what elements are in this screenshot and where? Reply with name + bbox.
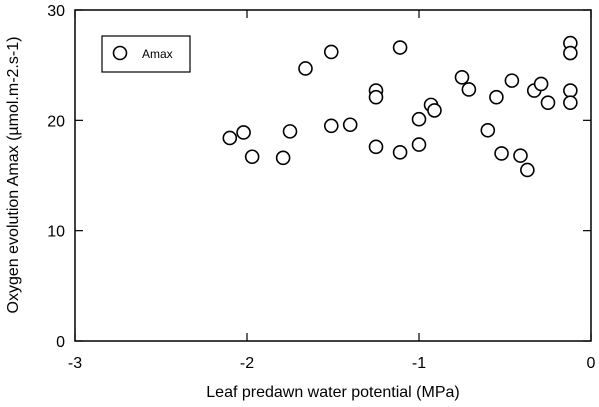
data-point bbox=[275, 150, 291, 166]
data-point bbox=[563, 95, 578, 110]
data-point bbox=[513, 148, 528, 163]
x-tick-label: -2 bbox=[240, 355, 254, 372]
data-point bbox=[563, 83, 578, 98]
data-point bbox=[411, 111, 427, 127]
x-axis-label: Leaf predawn water potential (MPa) bbox=[206, 384, 459, 401]
x-tick-label: -3 bbox=[68, 355, 82, 372]
data-point bbox=[298, 61, 313, 76]
y-axis-label: Oxygen evolution Amax (µmol.m-2.s-1) bbox=[5, 37, 22, 314]
data-point bbox=[323, 44, 339, 60]
data-point bbox=[489, 89, 504, 105]
y-tick-label: 30 bbox=[47, 3, 65, 20]
data-point bbox=[411, 137, 427, 152]
data-point bbox=[342, 117, 358, 133]
data-point bbox=[494, 146, 509, 161]
y-tick-label: 10 bbox=[47, 224, 65, 241]
data-point bbox=[427, 103, 442, 118]
data-point bbox=[563, 45, 578, 61]
x-axis-ticks: -3 -2 -1 0 bbox=[68, 10, 596, 372]
y-axis-ticks: 0 10 20 30 bbox=[47, 3, 591, 351]
data-point bbox=[282, 124, 298, 139]
data-point bbox=[392, 145, 408, 160]
data-point bbox=[392, 40, 408, 55]
data-point bbox=[520, 162, 535, 178]
data-point bbox=[454, 70, 470, 85]
data-point bbox=[533, 76, 549, 92]
data-point bbox=[244, 149, 260, 165]
data-point bbox=[222, 130, 238, 146]
x-tick-label: -1 bbox=[412, 355, 426, 372]
x-tick-label: 0 bbox=[587, 355, 596, 372]
data-point bbox=[368, 139, 384, 155]
data-points bbox=[222, 35, 578, 178]
legend-label-amax: Amax bbox=[142, 47, 173, 61]
legend-marker-icon bbox=[112, 45, 128, 61]
y-tick-label: 20 bbox=[47, 113, 65, 130]
data-point bbox=[368, 89, 384, 105]
data-point bbox=[480, 122, 496, 138]
legend: Amax bbox=[101, 35, 191, 73]
plot-frame bbox=[74, 9, 592, 342]
data-point bbox=[540, 95, 556, 110]
y-tick-label: 0 bbox=[56, 334, 65, 351]
data-point bbox=[323, 118, 339, 134]
data-point bbox=[461, 82, 477, 97]
data-point bbox=[504, 73, 520, 88]
data-point bbox=[236, 125, 251, 140]
